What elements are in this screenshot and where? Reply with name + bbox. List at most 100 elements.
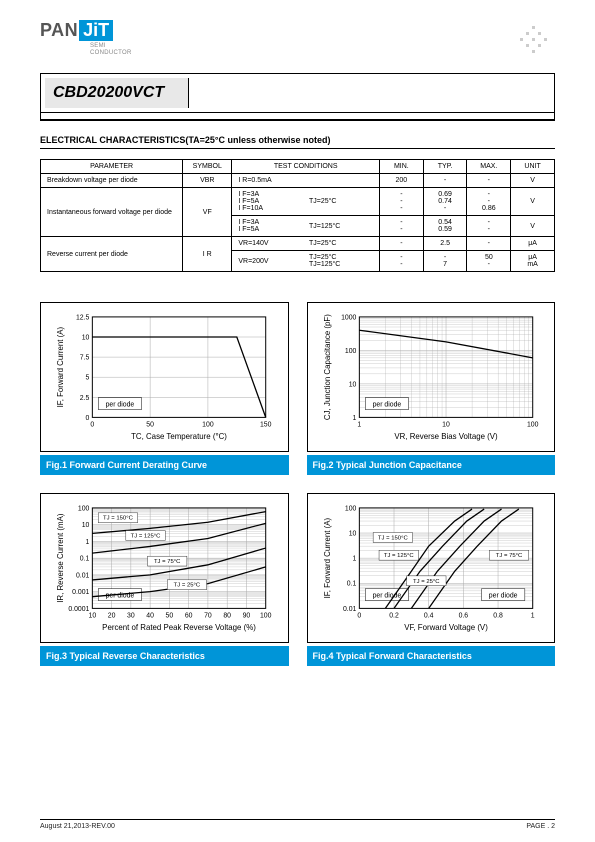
svg-text:10: 10 bbox=[348, 381, 356, 388]
table-row: Breakdown voltage per diode VBR I R=0.5m… bbox=[41, 174, 555, 188]
table-row: Instantaneous forward voltage per diode … bbox=[41, 188, 555, 216]
svg-text:30: 30 bbox=[127, 612, 135, 619]
svg-text:10: 10 bbox=[82, 334, 90, 341]
svg-text:IF, Forward Current (A): IF, Forward Current (A) bbox=[322, 518, 331, 599]
svg-text:TJ = 75°C: TJ = 75°C bbox=[495, 553, 522, 559]
svg-text:0: 0 bbox=[357, 612, 361, 619]
svg-text:100: 100 bbox=[260, 612, 272, 619]
svg-text:per diode: per diode bbox=[372, 402, 401, 409]
svg-text:100: 100 bbox=[78, 505, 90, 512]
decorative-dots-icon bbox=[518, 22, 550, 54]
logo-text-jit: JiT bbox=[79, 20, 113, 41]
fig3-container: 10 20 30 40 50 60 70 80 90 100 0.0001 0.001 0.01 0.1 1… bbox=[40, 493, 289, 666]
fig4-caption: Fig.4 Typical Forward Characteristics bbox=[307, 646, 556, 666]
svg-text:TJ = 150°C: TJ = 150°C bbox=[377, 535, 408, 541]
col-max: MAX. bbox=[467, 160, 511, 174]
svg-text:VF, Forward Voltage (V): VF, Forward Voltage (V) bbox=[404, 623, 488, 632]
footer-date: August 21,2013-REV.00 bbox=[40, 823, 115, 830]
svg-text:0.1: 0.1 bbox=[346, 581, 356, 588]
svg-text:per diode: per diode bbox=[372, 593, 401, 600]
footer-page: PAGE . 2 bbox=[526, 823, 555, 830]
section-heading: ELECTRICAL CHARACTERISTICS(TA=25°C unles… bbox=[40, 135, 555, 149]
logo-text-pan: PAN bbox=[40, 20, 78, 41]
svg-text:10: 10 bbox=[82, 522, 90, 529]
fig3-caption: Fig.3 Typical Reverse Characteristics bbox=[40, 646, 289, 666]
fig4-chart: 0 0.2 0.4 0.6 0.8 1 0.01 0.1 1 10 100 VF, Forward V… bbox=[307, 493, 556, 643]
svg-text:1: 1 bbox=[352, 415, 356, 422]
svg-text:TJ = 125°C: TJ = 125°C bbox=[383, 553, 414, 559]
svg-text:TJ = 25°C: TJ = 25°C bbox=[174, 583, 201, 589]
svg-text:100: 100 bbox=[344, 348, 356, 355]
svg-text:TJ = 75°C: TJ = 75°C bbox=[154, 559, 181, 565]
svg-text:100: 100 bbox=[202, 421, 214, 428]
fig4-container: 0 0.2 0.4 0.6 0.8 1 0.01 0.1 1 10 100 VF, Forward V… bbox=[307, 493, 556, 666]
col-unit: UNIT bbox=[511, 160, 555, 174]
svg-text:per diode: per diode bbox=[488, 593, 517, 600]
svg-text:40: 40 bbox=[146, 612, 154, 619]
page-footer: August 21,2013-REV.00 PAGE . 2 bbox=[40, 819, 555, 830]
svg-text:Percent of Rated Peak Reverse: Percent of Rated Peak Reverse Voltage (%… bbox=[102, 623, 256, 632]
col-typ: TYP. bbox=[423, 160, 467, 174]
svg-text:per diode: per diode bbox=[106, 402, 135, 409]
svg-text:CJ, Junction Capacitance (pF): CJ, Junction Capacitance (pF) bbox=[322, 314, 331, 420]
brand-logo: PANJiT bbox=[40, 20, 555, 41]
svg-text:0.01: 0.01 bbox=[342, 606, 356, 613]
svg-text:1: 1 bbox=[357, 421, 361, 428]
logo-subtitle: SEMICONDUCTOR bbox=[90, 43, 555, 57]
svg-text:TJ = 25°C: TJ = 25°C bbox=[413, 579, 440, 585]
fig1-chart: 0 50 100 150 0 2.5 5 7.5 10 12.5 TC, Case Temperat… bbox=[40, 302, 289, 452]
svg-text:VR, Reverse Bias Voltage (V): VR, Reverse Bias Voltage (V) bbox=[394, 432, 498, 441]
part-title-box: CBD20200VCT bbox=[40, 73, 555, 121]
svg-text:TC, Case Temperature (°C): TC, Case Temperature (°C) bbox=[131, 432, 227, 441]
svg-text:0: 0 bbox=[90, 421, 94, 428]
svg-text:0.8: 0.8 bbox=[493, 612, 503, 619]
electrical-characteristics-table: PARAMETER SYMBOL TEST CONDITIONS MIN. TY… bbox=[40, 159, 555, 272]
svg-text:12.5: 12.5 bbox=[76, 314, 90, 321]
svg-text:10: 10 bbox=[442, 421, 450, 428]
svg-text:100: 100 bbox=[344, 505, 356, 512]
table-header-row: PARAMETER SYMBOL TEST CONDITIONS MIN. TY… bbox=[41, 160, 555, 174]
col-parameter: PARAMETER bbox=[41, 160, 183, 174]
fig2-chart: 1101001101001000VR, Reverse Bias Voltage… bbox=[307, 302, 556, 452]
col-symbol: SYMBOL bbox=[183, 160, 232, 174]
svg-text:IF, Forward Current (A): IF, Forward Current (A) bbox=[56, 327, 65, 408]
fig1-container: 0 50 100 150 0 2.5 5 7.5 10 12.5 TC, Case Temperat… bbox=[40, 302, 289, 475]
col-min: MIN. bbox=[380, 160, 424, 174]
svg-text:60: 60 bbox=[185, 612, 193, 619]
svg-text:2.5: 2.5 bbox=[80, 395, 90, 402]
svg-text:50: 50 bbox=[146, 421, 154, 428]
svg-text:0.6: 0.6 bbox=[458, 612, 468, 619]
svg-text:150: 150 bbox=[260, 421, 272, 428]
svg-text:0.01: 0.01 bbox=[76, 572, 90, 579]
fig3-chart: 10 20 30 40 50 60 70 80 90 100 0.0001 0.001 0.01 0.1 1… bbox=[40, 493, 289, 643]
svg-text:1: 1 bbox=[352, 556, 356, 563]
fig1-caption: Fig.1 Forward Current Derating Curve bbox=[40, 455, 289, 475]
svg-text:5: 5 bbox=[86, 375, 90, 382]
svg-text:TJ = 125°C: TJ = 125°C bbox=[131, 533, 162, 539]
svg-text:0.2: 0.2 bbox=[389, 612, 399, 619]
svg-text:10: 10 bbox=[348, 530, 356, 537]
svg-text:10: 10 bbox=[89, 612, 97, 619]
svg-text:80: 80 bbox=[223, 612, 231, 619]
svg-text:0.001: 0.001 bbox=[72, 589, 89, 596]
svg-text:7.5: 7.5 bbox=[80, 355, 90, 362]
part-number: CBD20200VCT bbox=[45, 78, 189, 108]
col-conditions: TEST CONDITIONS bbox=[232, 160, 380, 174]
fig2-container: 1101001101001000VR, Reverse Bias Voltage… bbox=[307, 302, 556, 475]
svg-text:1000: 1000 bbox=[341, 314, 356, 321]
svg-text:IR, Reverse Current (mA): IR, Reverse Current (mA) bbox=[56, 513, 65, 603]
svg-text:20: 20 bbox=[108, 612, 116, 619]
charts-grid: 05010015002.557.51012.5TC, Case Temperat… bbox=[40, 302, 555, 666]
svg-text:0.1: 0.1 bbox=[80, 556, 90, 563]
svg-text:90: 90 bbox=[243, 612, 251, 619]
svg-text:70: 70 bbox=[204, 612, 212, 619]
svg-text:50: 50 bbox=[166, 612, 174, 619]
svg-text:0.4: 0.4 bbox=[423, 612, 433, 619]
table-row: Reverse current per diode I R VR=140V TJ… bbox=[41, 237, 555, 251]
fig2-caption: Fig.2 Typical Junction Capacitance bbox=[307, 455, 556, 475]
svg-text:0: 0 bbox=[86, 415, 90, 422]
svg-text:1: 1 bbox=[86, 539, 90, 546]
svg-text:1: 1 bbox=[530, 612, 534, 619]
svg-text:TJ = 150°C: TJ = 150°C bbox=[103, 516, 134, 522]
svg-text:0.0001: 0.0001 bbox=[68, 606, 89, 613]
